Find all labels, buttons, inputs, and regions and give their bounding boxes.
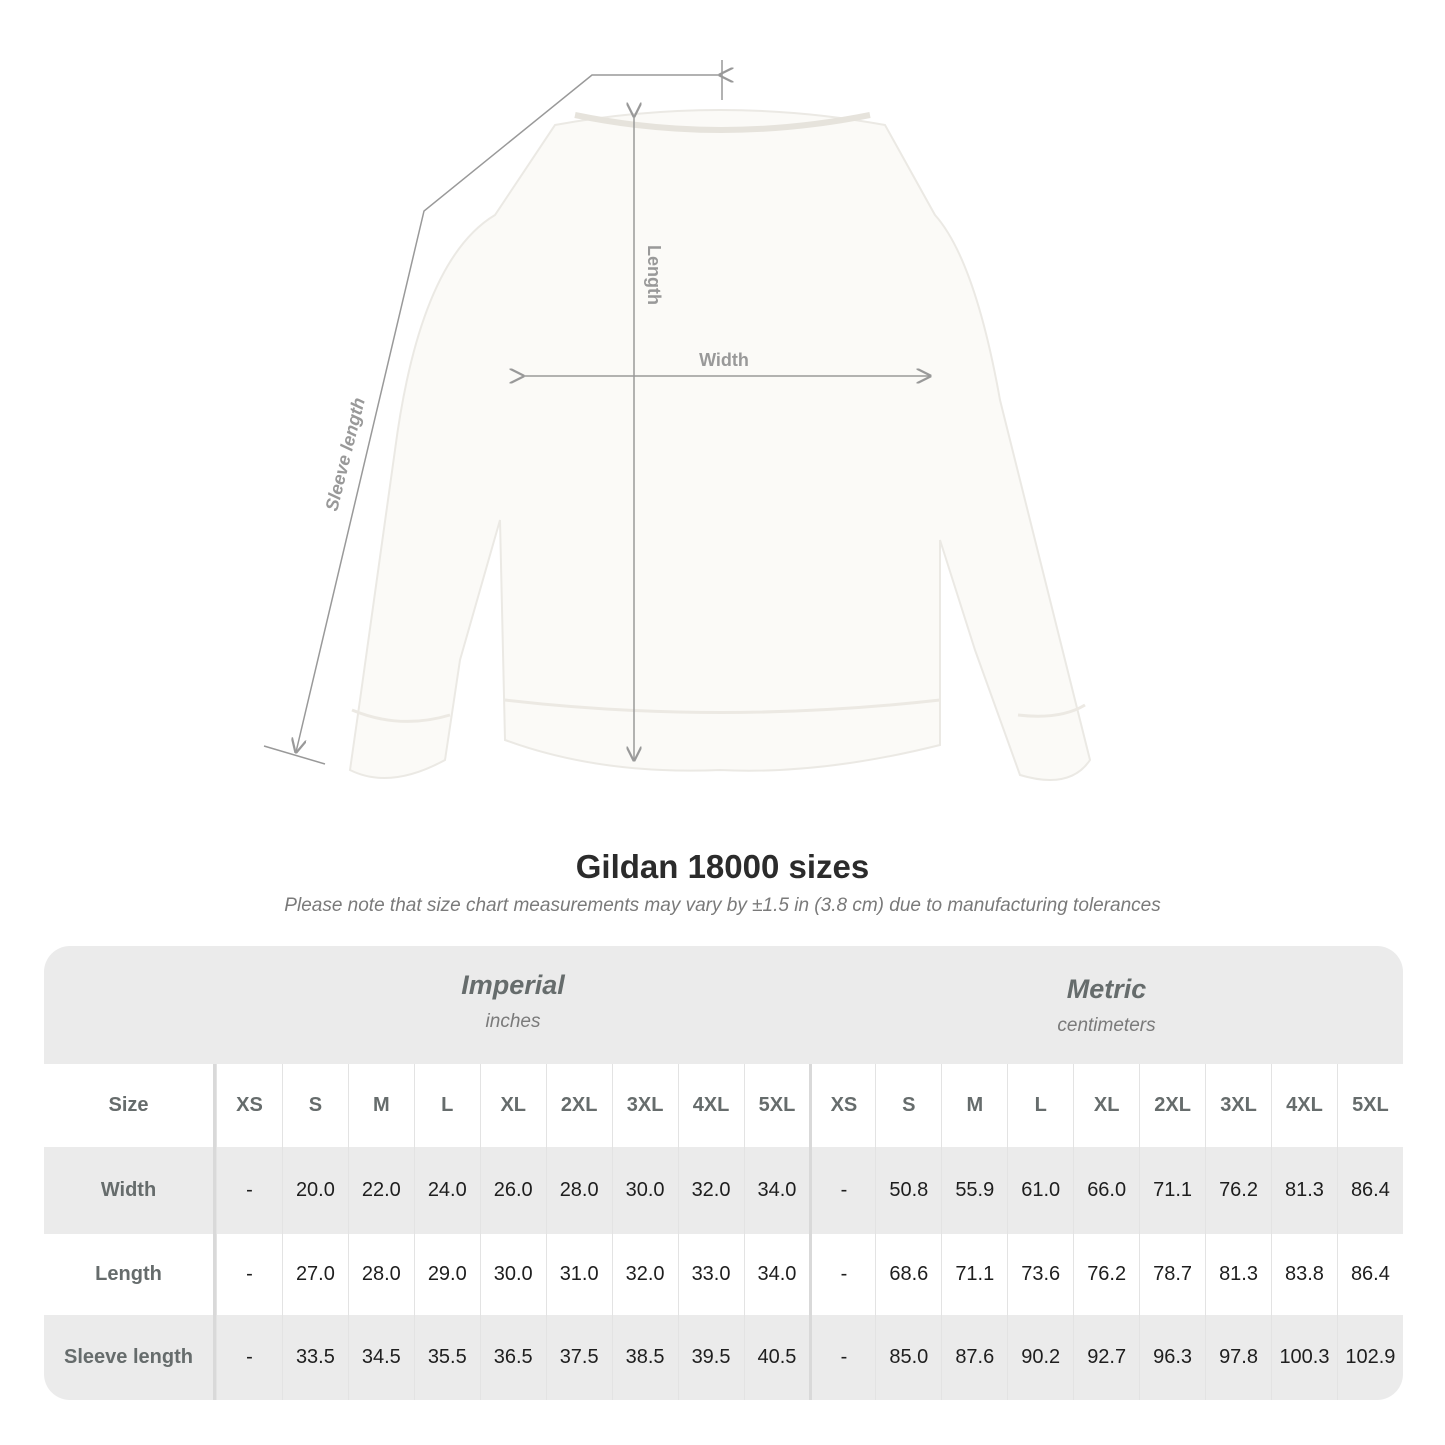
metric-value: 81.3 (1271, 1147, 1337, 1234)
metric-value: 71.1 (1139, 1147, 1205, 1234)
imperial-size-header: 4XL (677, 1064, 744, 1147)
length-label: Length (644, 245, 664, 305)
width-label: Width (699, 350, 749, 370)
metric-value: 85.0 (875, 1315, 941, 1400)
imperial-value: 24.0 (413, 1147, 480, 1234)
imperial-value: 29.0 (413, 1234, 480, 1315)
imperial-value: 36.5 (479, 1315, 546, 1400)
metric-value: 73.6 (1007, 1234, 1073, 1315)
table-header-band (44, 946, 1403, 1064)
imperial-size-header: 3XL (611, 1064, 678, 1147)
imperial-value: 33.0 (677, 1234, 744, 1315)
table-row: Length -27.0 28.0 29.0 30.0 31.0 32.0 33.0 34.0-… (44, 1234, 1403, 1315)
metric-size-header: S (875, 1064, 941, 1147)
sleeve-length-label: Sleeve length (321, 396, 368, 513)
metric-value: 78.7 (1139, 1234, 1205, 1315)
imperial-value: 34.0 (743, 1147, 810, 1234)
metric-value: 90.2 (1007, 1315, 1073, 1400)
row-label: Width (44, 1147, 216, 1234)
imperial-value: - (216, 1315, 282, 1400)
metric-size-header: 4XL (1271, 1064, 1337, 1147)
metric-value: 97.8 (1205, 1315, 1271, 1400)
imperial-value: - (216, 1147, 282, 1234)
sweatshirt-image (348, 109, 1092, 781)
imperial-size-header: 2XL (545, 1064, 612, 1147)
imperial-value: 20.0 (281, 1147, 348, 1234)
table-row: Sleeve length -33.5 34.5 35.5 36.5 37.5 38.5 39… (44, 1315, 1403, 1400)
imperial-value: 27.0 (281, 1234, 348, 1315)
sweatshirt-diagram: Length Width Sleeve length (263, 60, 1092, 781)
metric-value: 81.3 (1205, 1234, 1271, 1315)
row-label: Length (44, 1234, 216, 1315)
table-row: Width -20.0 22.0 24.0 26.0 28.0 30.0 32.0 34.0-5… (44, 1147, 1403, 1234)
imperial-value: 30.0 (479, 1234, 546, 1315)
metric-value: 92.7 (1073, 1315, 1139, 1400)
metric-size-header: M (941, 1064, 1007, 1147)
imperial-value: 32.0 (611, 1234, 678, 1315)
imperial-header: Imperial inches (216, 970, 810, 1033)
imperial-value: 33.5 (281, 1315, 348, 1400)
metric-value: 71.1 (941, 1234, 1007, 1315)
metric-value: 100.3 (1271, 1315, 1337, 1400)
metric-value: - (809, 1234, 875, 1315)
size-table: Imperial inches Metric centimeters Size X… (44, 946, 1403, 1400)
chart-title: Gildan 18000 sizes (575, 848, 870, 885)
metric-value: 68.6 (875, 1234, 941, 1315)
metric-value: 55.9 (941, 1147, 1007, 1234)
imperial-value: 37.5 (545, 1315, 612, 1400)
imperial-size-header: S (281, 1064, 348, 1147)
metric-value: 61.0 (1007, 1147, 1073, 1234)
imperial-value: 34.0 (743, 1234, 810, 1315)
metric-value: 83.8 (1271, 1234, 1337, 1315)
imperial-size-header: 5XL (743, 1064, 810, 1147)
metric-title: Metric (1066, 974, 1147, 1004)
imperial-title: Imperial (461, 970, 565, 1000)
metric-value: 50.8 (875, 1147, 941, 1234)
metric-value: 86.4 (1336, 1147, 1403, 1234)
imperial-size-header: L (413, 1064, 480, 1147)
imperial-value: 39.5 (677, 1315, 744, 1400)
tolerance-note: Please note that size chart measurements… (284, 895, 1161, 916)
metric-value: 76.2 (1073, 1234, 1139, 1315)
row-label: Sleeve length (44, 1315, 216, 1400)
metric-size-header: L (1007, 1064, 1073, 1147)
metric-value: - (809, 1315, 875, 1400)
metric-size-header: XS (809, 1064, 875, 1147)
imperial-value: 40.5 (743, 1315, 810, 1400)
imperial-value: - (216, 1234, 282, 1315)
imperial-value: 26.0 (479, 1147, 546, 1234)
imperial-value: 35.5 (413, 1315, 480, 1400)
imperial-value: 30.0 (611, 1147, 678, 1234)
metric-value: 102.9 (1336, 1315, 1403, 1400)
imperial-value: 32.0 (677, 1147, 744, 1234)
metric-value: 66.0 (1073, 1147, 1139, 1234)
imperial-size-header: XS (216, 1064, 282, 1147)
metric-value: 76.2 (1205, 1147, 1271, 1234)
measurement-lines (263, 60, 930, 765)
imperial-value: 28.0 (545, 1147, 612, 1234)
imperial-unit: inches (485, 1011, 541, 1032)
imperial-value: 38.5 (611, 1315, 678, 1400)
metric-value: - (809, 1147, 875, 1234)
imperial-size-header: M (347, 1064, 414, 1147)
metric-value: 86.4 (1336, 1234, 1403, 1315)
metric-value: 96.3 (1139, 1315, 1205, 1400)
size-header-row: Size XS S M L XL 2XL 3XL 4XL 5XL XS S M L XL 2XL 3XL 4XL 5… (44, 1064, 1403, 1147)
size-label: Size (44, 1064, 216, 1147)
imperial-value: 31.0 (545, 1234, 612, 1315)
imperial-value: 28.0 (347, 1234, 414, 1315)
metric-size-header: XL (1073, 1064, 1139, 1147)
imperial-value: 34.5 (347, 1315, 414, 1400)
metric-header: Metric centimeters (810, 974, 1403, 1037)
metric-size-header: 2XL (1139, 1064, 1205, 1147)
imperial-size-header: XL (479, 1064, 546, 1147)
metric-unit: centimeters (1057, 1015, 1156, 1036)
metric-value: 87.6 (941, 1315, 1007, 1400)
imperial-value: 22.0 (347, 1147, 414, 1234)
metric-size-header: 3XL (1205, 1064, 1271, 1147)
metric-size-header: 5XL (1336, 1064, 1403, 1147)
